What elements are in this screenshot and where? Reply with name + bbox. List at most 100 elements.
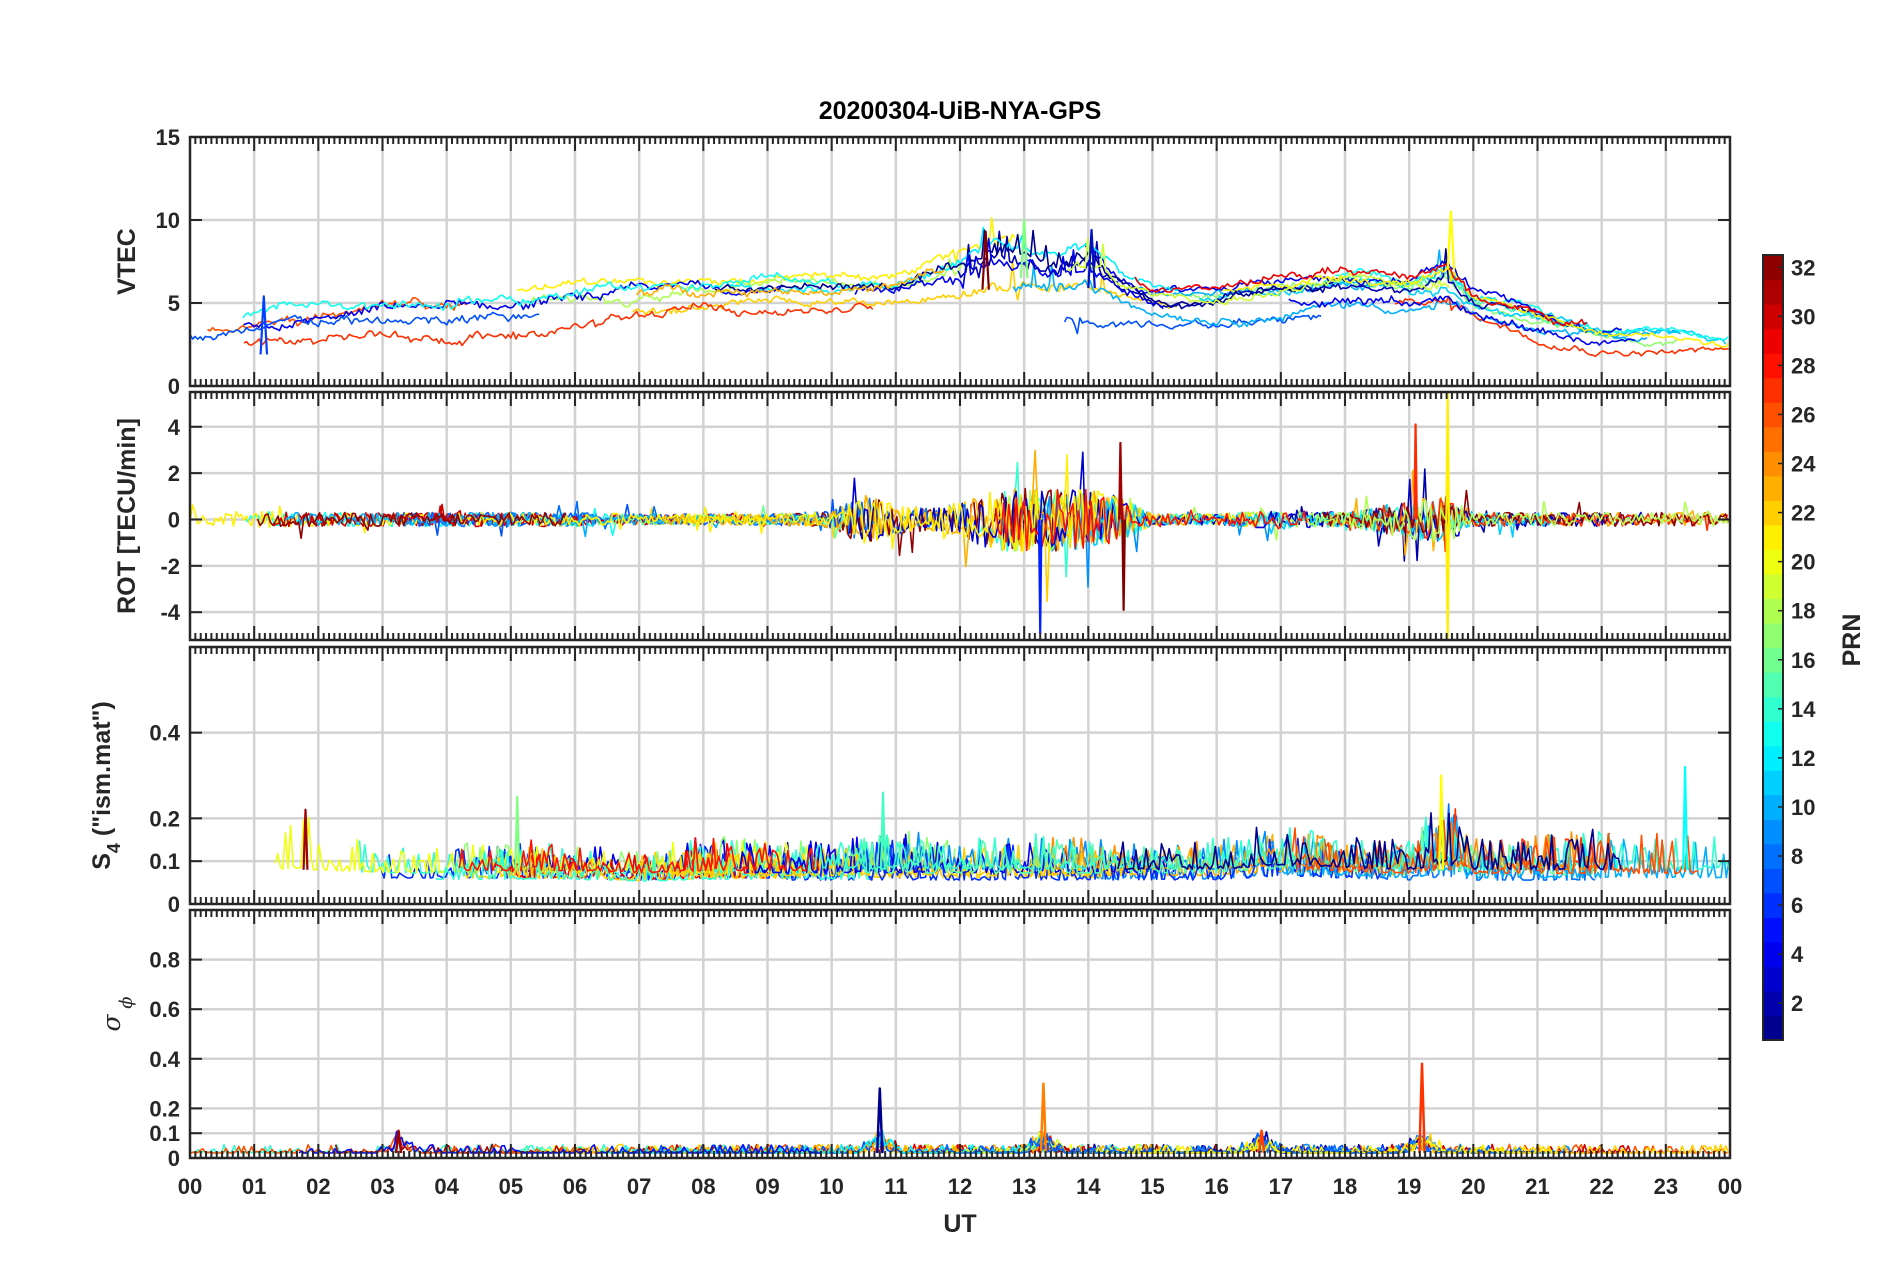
colorbar-tick-label: 30 xyxy=(1791,304,1815,329)
rot-extreme-4 xyxy=(1118,441,1123,520)
chart-title: 20200304-UiB-NYA-GPS xyxy=(819,97,1102,125)
colorbar-swatch xyxy=(1763,353,1783,379)
sigma-spike-3 xyxy=(1257,1129,1266,1154)
colorbar-swatch xyxy=(1763,426,1783,452)
colorbar-tick-label: 12 xyxy=(1791,746,1815,771)
colorbar-swatch xyxy=(1763,451,1783,477)
panel-sigma_phi-grid xyxy=(190,910,1730,1158)
x-tick-label: 06 xyxy=(563,1174,587,1199)
sigma-spike-4 xyxy=(1418,1062,1426,1154)
panel-rot-ytick-label: 2 xyxy=(168,461,180,486)
panel-s4-ytick-label: 0.1 xyxy=(149,849,180,874)
panel-s4-ytick-label: 0 xyxy=(168,892,180,917)
x-tick-label: 20 xyxy=(1461,1174,1485,1199)
colorbar-swatch xyxy=(1763,524,1783,550)
panel-sigma_phi-ytick-label: 0.2 xyxy=(149,1096,180,1121)
colorbar-tick-label: 20 xyxy=(1791,550,1815,575)
x-tick-label: 13 xyxy=(1012,1174,1036,1199)
x-tick-label: 12 xyxy=(948,1174,972,1199)
colorbar-swatch xyxy=(1763,721,1783,747)
vtec-peak-0 xyxy=(259,295,269,355)
x-tick-label: 11 xyxy=(884,1174,907,1199)
x-tick-label: 19 xyxy=(1397,1174,1421,1199)
colorbar-tick-label: 22 xyxy=(1791,501,1815,526)
panel-vtec-ytick-label: 0 xyxy=(168,374,180,399)
colorbar-swatch xyxy=(1763,647,1783,673)
colorbar-swatch xyxy=(1763,868,1783,894)
s4-peak-1 xyxy=(514,795,521,870)
panel-sigma_phi-ytick-label: 0 xyxy=(168,1146,180,1171)
panel-vtec-grid xyxy=(190,137,1730,386)
x-tick-label: 05 xyxy=(499,1174,523,1199)
panel-rot-ylabel: ROT [TECU/min] xyxy=(113,418,141,614)
panel-vtec-ytick-label: 5 xyxy=(168,291,180,316)
colorbar-tick-label: 28 xyxy=(1791,353,1815,378)
colorbar-swatch xyxy=(1763,770,1783,796)
s4-peak-3 xyxy=(1438,774,1445,870)
panel-s4-ylabel: S4 ("ism.mat") xyxy=(88,701,124,870)
colorbar-swatch xyxy=(1763,1015,1783,1041)
x-tick-label: 15 xyxy=(1140,1174,1164,1199)
panel-s4: 0 0.1 0.2 0.4 S4 ("ism.mat") xyxy=(88,645,1732,917)
panel-rot-ytick-label: 4 xyxy=(168,415,181,440)
colorbar-swatch xyxy=(1763,279,1783,305)
x-tick-label: 00 xyxy=(1718,1174,1742,1199)
colorbar-swatch xyxy=(1763,745,1783,771)
colorbar-swatch xyxy=(1763,402,1783,428)
colorbar-label: PRN xyxy=(1838,614,1866,667)
x-tick-label: 16 xyxy=(1204,1174,1228,1199)
panel-rot-traces xyxy=(190,392,1730,639)
colorbar-swatch xyxy=(1763,794,1783,820)
panel-rot-ytick-label: 0 xyxy=(168,507,180,532)
x-tick-label: 18 xyxy=(1333,1174,1357,1199)
colorbar-swatch xyxy=(1763,672,1783,698)
x-tick-label: 07 xyxy=(627,1174,651,1199)
panel-sigma-ylabel: σ ϕ xyxy=(97,996,137,1031)
colorbar-swatch xyxy=(1763,377,1783,403)
colorbar-swatch xyxy=(1763,328,1783,354)
colorbar-tick-label: 6 xyxy=(1791,893,1803,918)
vtec-peak-1 xyxy=(981,230,990,290)
colorbar-swatch xyxy=(1763,549,1783,575)
colorbar-swatch xyxy=(1763,917,1783,943)
colorbar-swatch xyxy=(1763,255,1783,281)
x-axis-label: UT xyxy=(943,1210,976,1238)
x-tick-label: 04 xyxy=(434,1174,459,1199)
colorbar-tick-label: 16 xyxy=(1791,648,1815,673)
rot-extreme-3 xyxy=(1445,519,1451,639)
panel-vtec-ytick-label: 15 xyxy=(156,125,180,150)
x-tick-label: 17 xyxy=(1269,1174,1293,1199)
panel-rot-ytick-label: -2 xyxy=(160,554,180,579)
panel-vtec-traces xyxy=(190,210,1729,358)
panel-s4-ytick-label: 0.2 xyxy=(149,806,180,831)
colorbar-tick-label: 4 xyxy=(1791,942,1804,967)
x-tick-label: 21 xyxy=(1525,1174,1549,1199)
colorbar-swatch xyxy=(1763,573,1783,600)
vtec-peak-2 xyxy=(1019,218,1029,279)
sigma-spike-0 xyxy=(394,1129,403,1154)
colorbar-tick-label: 32 xyxy=(1791,255,1815,280)
panel-sigma_phi-ytick-label: 0.6 xyxy=(149,997,180,1022)
rot-extreme-2 xyxy=(1445,392,1451,520)
colorbar-swatch xyxy=(1763,598,1783,624)
colorbar-swatch xyxy=(1763,941,1783,968)
x-tick-label: 02 xyxy=(306,1174,330,1199)
colorbar-tick-label: 14 xyxy=(1791,697,1816,722)
x-tick-label: 10 xyxy=(819,1174,843,1199)
colorbar-swatch xyxy=(1763,500,1783,526)
x-tick-label: 14 xyxy=(1076,1174,1101,1199)
panel-s4-traces xyxy=(274,765,1730,882)
colorbar-tick-label: 18 xyxy=(1791,599,1815,624)
colorbar-swatch xyxy=(1763,475,1783,501)
panel-sigma_phi-ytick-label: 0.1 xyxy=(149,1121,180,1146)
panel-sigma_phi: 00.10.2 0.4 0.6 0.8 σ ϕ xyxy=(97,908,1732,1171)
rot-extreme-5 xyxy=(1121,519,1127,611)
sigma-spike-1 xyxy=(875,1087,884,1154)
colorbar-swatch xyxy=(1763,819,1783,845)
colorbar-swatch xyxy=(1763,990,1783,1017)
x-tick-label: 22 xyxy=(1589,1174,1613,1199)
colorbar-swatch xyxy=(1763,304,1783,330)
s4-peak-4 xyxy=(1682,765,1689,870)
